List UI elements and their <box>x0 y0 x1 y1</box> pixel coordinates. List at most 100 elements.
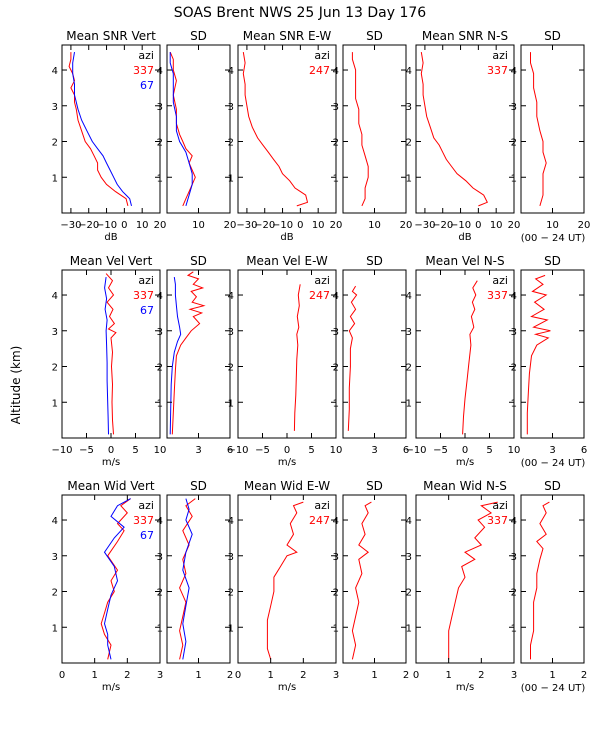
y-tick-label: 1 <box>333 398 339 409</box>
x-tick-label: 2 <box>300 670 306 681</box>
x-axis-label: dB <box>104 232 117 243</box>
x-tick-label: 10 <box>312 220 325 231</box>
series-line-337 <box>530 501 550 660</box>
x-tick-label: 2 <box>227 670 233 681</box>
y-tick-label: 3 <box>52 552 58 563</box>
x-axis-label: m/s <box>278 682 296 693</box>
y-tick-label: 4 <box>511 291 517 302</box>
legend-entry-67: 67 <box>140 304 154 317</box>
y-tick-label: 4 <box>228 516 234 527</box>
panel-title: SD <box>544 254 561 268</box>
panel-vel-ns: Mean Vel N-S 1 2 3 4 −10 −5 0 5 10 m/s azi 337 <box>405 254 520 468</box>
x-tick-label: 20 <box>330 220 343 231</box>
x-tick-label: 0 <box>235 670 241 681</box>
y-tick-label: 2 <box>228 588 234 599</box>
x-tick-label: 0 <box>297 220 303 231</box>
y-tick-label: 2 <box>52 588 58 599</box>
legend-title: azi <box>138 499 154 512</box>
y-tick-label: 2 <box>157 363 163 374</box>
y-tick-label: 1 <box>157 623 163 634</box>
series-line-337 <box>68 52 129 207</box>
x-tick-label: 20 <box>400 220 413 231</box>
panel-vel-ns-sd: SD 1 2 3 4 3 6 <box>511 254 588 456</box>
legend-entry-337: 337 <box>133 64 154 77</box>
y-tick-label: 3 <box>157 102 163 113</box>
panel-vel-ew-sd: SD 1 2 3 4 3 6 <box>333 254 410 456</box>
x-tick-label: 10 <box>490 220 503 231</box>
plot-frame <box>166 269 231 439</box>
x-tick-label: 1 <box>91 670 97 681</box>
panel-title: Mean Vel N-S <box>425 254 504 268</box>
x-tick-label: 3 <box>195 445 201 456</box>
time-range-note: (00 − 24 UT) <box>521 233 586 244</box>
x-tick-label: 3 <box>511 670 517 681</box>
panel-snr-ew-sd: SD 1 2 3 4 10 20 <box>333 29 413 231</box>
x-tick-label: 1 <box>195 670 201 681</box>
legend-entry-247: 247 <box>309 514 330 527</box>
y-tick-label: 4 <box>228 66 234 77</box>
plot-frame <box>237 44 337 214</box>
y-tick-label: 4 <box>406 516 412 527</box>
y-tick-label: 1 <box>406 173 412 184</box>
y-tick-label: 3 <box>333 327 339 338</box>
y-tick-label: 1 <box>333 623 339 634</box>
series-line-337 <box>420 52 488 207</box>
legend-title: azi <box>314 499 330 512</box>
series-line-67 <box>104 277 109 435</box>
series-line-337 <box>169 51 196 207</box>
y-tick-label: 2 <box>333 138 339 149</box>
panel-snr-vert: Mean SNR Vert 1 2 3 4 −30−20−10 0 10 20 dB azi 337 6… <box>52 29 167 243</box>
x-tick-label: −10 <box>96 220 117 231</box>
legend-title: azi <box>492 499 508 512</box>
x-tick-label: 2 <box>581 670 587 681</box>
series-line-247 <box>347 285 358 431</box>
panel-vel-vert-sd: SD 1 2 3 4 3 6 <box>157 254 234 456</box>
x-tick-label: 10 <box>136 220 149 231</box>
x-tick-label: 1 <box>549 670 555 681</box>
y-tick-label: 1 <box>228 173 234 184</box>
legend-entry-67: 67 <box>140 529 154 542</box>
y-tick-label: 4 <box>333 516 339 527</box>
y-tick-label: 2 <box>511 363 517 374</box>
x-tick-label: 6 <box>227 445 233 456</box>
y-tick-label: 1 <box>511 398 517 409</box>
panel-title: Mean SNR E-W <box>243 29 332 43</box>
panel-title: SD <box>544 29 561 43</box>
y-tick-label: 1 <box>52 623 58 634</box>
y-tick-label: 1 <box>157 398 163 409</box>
y-tick-label: 1 <box>228 398 234 409</box>
x-tick-label: 5 <box>486 445 492 456</box>
y-tick-label: 3 <box>52 327 58 338</box>
panel-wid-ew: Mean Wid E-W 1 2 3 4 0 1 2 3 m/s azi 247 <box>228 479 340 693</box>
legend-entry-67: 67 <box>140 79 154 92</box>
series-line-337 <box>100 498 131 660</box>
y-tick-label: 2 <box>157 588 163 599</box>
series-line-337 <box>526 274 551 435</box>
x-tick-label: 0 <box>108 445 114 456</box>
y-tick-label: 1 <box>52 173 58 184</box>
y-tick-label: 1 <box>333 173 339 184</box>
x-tick-label: 0 <box>475 220 481 231</box>
y-tick-label: 4 <box>52 291 58 302</box>
time-range-note: (00 − 24 UT) <box>521 683 586 694</box>
panel-title: SD <box>366 254 383 268</box>
x-axis-label: m/s <box>102 457 120 468</box>
y-tick-label: 2 <box>406 363 412 374</box>
y-tick-label: 4 <box>157 66 163 77</box>
x-tick-label: −10 <box>405 445 426 456</box>
y-tick-label: 3 <box>333 102 339 113</box>
x-tick-label: −10 <box>51 445 72 456</box>
y-tick-label: 2 <box>511 138 517 149</box>
y-tick-label: 1 <box>406 398 412 409</box>
plot-frame <box>520 44 585 214</box>
x-tick-label: 2 <box>124 670 130 681</box>
y-tick-label: 4 <box>333 66 339 77</box>
x-tick-label: −30 <box>236 220 257 231</box>
panel-vel-vert: Mean Vel Vert 1 2 3 4 −10 −5 0 5 10 m/s azi 337 67 <box>51 254 166 468</box>
x-tick-label: 20 <box>154 220 167 231</box>
y-tick-label: 4 <box>157 291 163 302</box>
x-axis-label: m/s <box>102 682 120 693</box>
y-tick-label: 2 <box>228 363 234 374</box>
x-axis-label: m/s <box>456 457 474 468</box>
x-tick-label: 2 <box>478 670 484 681</box>
